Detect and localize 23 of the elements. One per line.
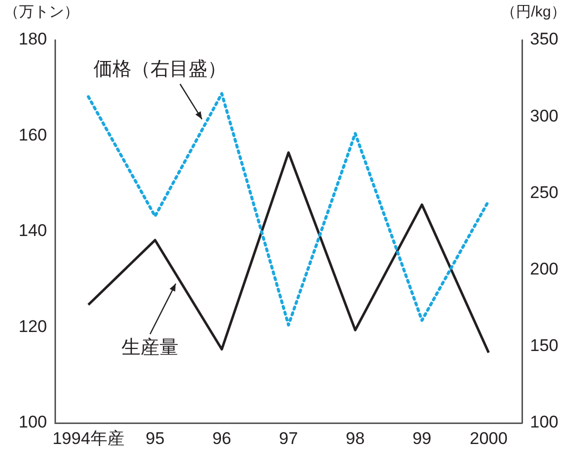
x-tick-label: 2000 <box>470 428 508 448</box>
series-label: 価格（右目盛） <box>94 59 227 80</box>
y2-tick-label: 100 <box>530 412 558 432</box>
y-axis-title: （万トン） <box>4 4 79 21</box>
x-tick-label: 1994年産 <box>52 428 124 448</box>
y-tick-label: 180 <box>18 30 47 49</box>
line-series <box>86 92 490 326</box>
x-tick-label: 96 <box>212 428 232 448</box>
y2-axis-title: （円/kg） <box>500 4 566 21</box>
y-tick-label: 160 <box>18 125 47 144</box>
y-tick-label: 140 <box>18 221 47 240</box>
y-tick-label: 100 <box>18 412 47 432</box>
y-tick-label: 120 <box>18 316 47 336</box>
x-tick-label: 97 <box>279 428 298 448</box>
y2-tick-label: 300 <box>530 106 558 126</box>
y2-tick-label: 350 <box>530 30 558 49</box>
x-tick-label: 99 <box>412 428 432 448</box>
x-tick-label: 98 <box>346 428 365 448</box>
y2-tick-label: 200 <box>530 259 558 278</box>
x-tick-label: 95 <box>146 428 165 448</box>
y2-tick-label: 150 <box>530 336 558 356</box>
series-label: 生産量 <box>122 336 179 358</box>
y2-tick-label: 250 <box>530 182 558 202</box>
